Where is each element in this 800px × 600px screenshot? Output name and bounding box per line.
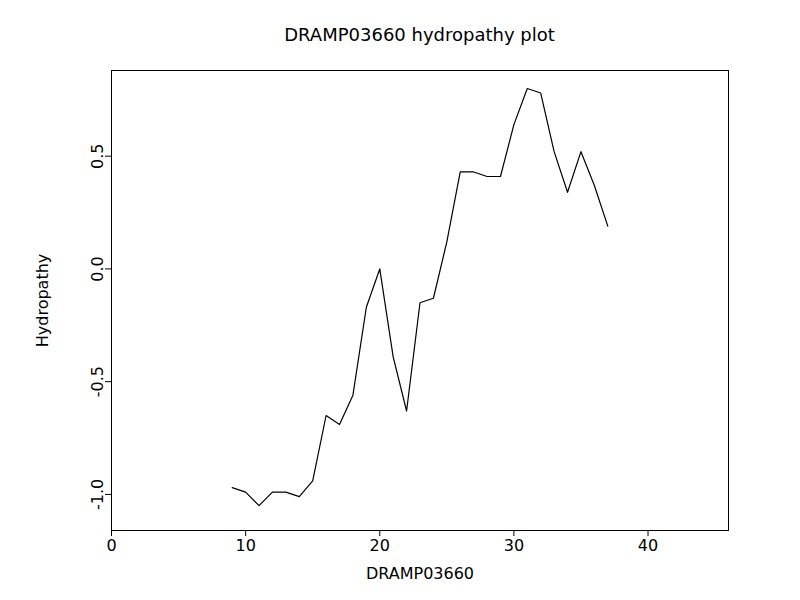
svg-text:10: 10 bbox=[235, 536, 255, 555]
svg-text:20: 20 bbox=[370, 536, 390, 555]
html-text:DRAMP03660 hydropathy plot: DRAMP03660 hydropathy plot bbox=[284, 24, 555, 45]
svg-text:-1.0: -1.0 bbox=[88, 479, 107, 510]
svg-text:0: 0 bbox=[106, 536, 116, 555]
svg-text:0.0: 0.0 bbox=[88, 256, 107, 281]
svg-text:Hydropathy: Hydropathy bbox=[33, 254, 52, 348]
svg-text:-0.5: -0.5 bbox=[88, 366, 107, 397]
svg-text:0.5: 0.5 bbox=[88, 143, 107, 168]
svg-text:30: 30 bbox=[504, 536, 524, 555]
svg-text:40: 40 bbox=[638, 536, 658, 555]
svg-text:DRAMP03660: DRAMP03660 bbox=[366, 564, 474, 583]
